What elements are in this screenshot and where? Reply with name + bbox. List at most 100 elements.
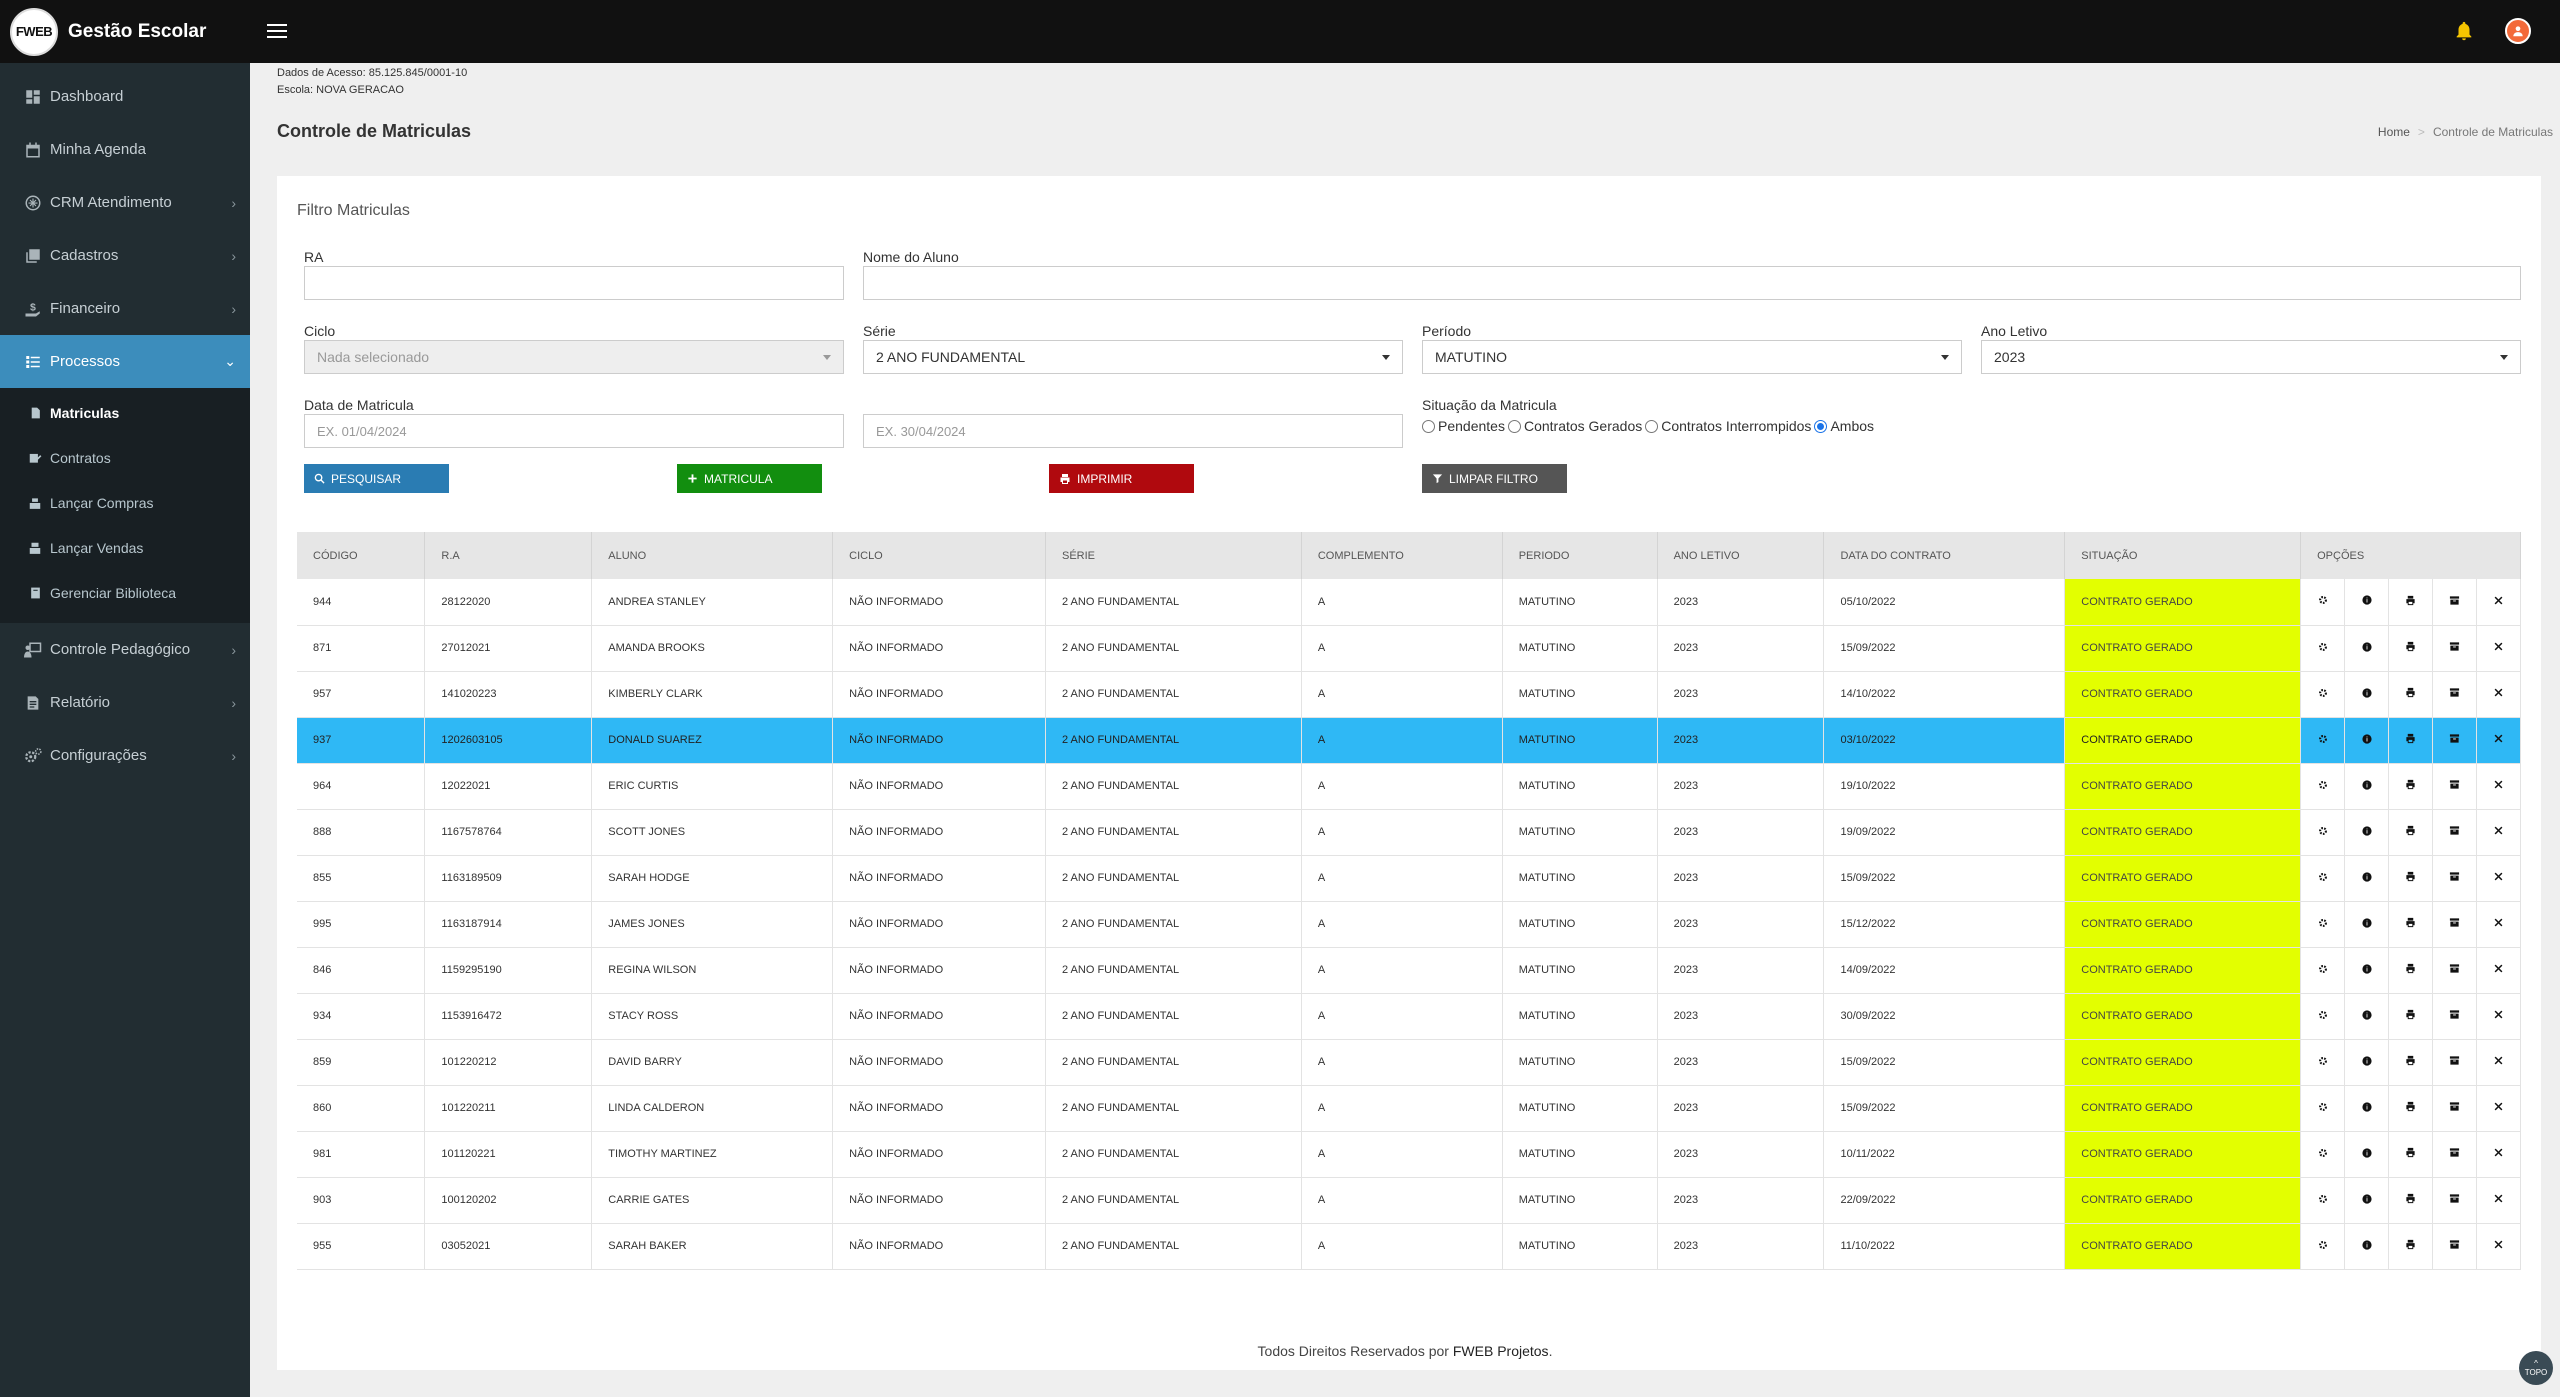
gear-action-button[interactable] — [2300, 809, 2346, 856]
column-header[interactable]: COMPLEMENTO — [1301, 532, 1503, 579]
archive-action-button[interactable] — [2432, 1223, 2477, 1270]
submenu-item-contratos[interactable]: Contratos — [0, 435, 250, 480]
print-action-button[interactable] — [2388, 1223, 2433, 1270]
data-inicio-input[interactable]: EX. 01/04/2024 — [304, 414, 844, 448]
column-header[interactable]: SÉRIE — [1045, 532, 1302, 579]
nome-aluno-input[interactable] — [863, 266, 2521, 300]
delete-action-button[interactable] — [2476, 1131, 2522, 1178]
info-action-button[interactable] — [2344, 855, 2390, 902]
radio-button[interactable] — [1814, 419, 1828, 433]
column-header[interactable]: DATA DO CONTRATO — [1823, 532, 2066, 579]
info-action-button[interactable] — [2344, 1085, 2390, 1132]
delete-action-button[interactable] — [2476, 671, 2522, 718]
submenu-item-lancar-vendas[interactable]: Lançar Vendas — [0, 525, 250, 570]
sidebar-item-controle-pedagogico[interactable]: Controle Pedagógico › — [0, 623, 250, 676]
info-action-button[interactable] — [2344, 1131, 2390, 1178]
print-action-button[interactable] — [2388, 579, 2433, 626]
column-header[interactable]: CICLO — [832, 532, 1046, 579]
situacao-radio-ambos[interactable]: Ambos — [1814, 418, 1874, 434]
sidebar-item-cadastros[interactable]: Cadastros › — [0, 229, 250, 282]
info-action-button[interactable] — [2344, 901, 2390, 948]
archive-action-button[interactable] — [2432, 1177, 2477, 1224]
info-action-button[interactable] — [2344, 671, 2390, 718]
delete-action-button[interactable] — [2476, 579, 2522, 626]
info-action-button[interactable] — [2344, 717, 2390, 764]
sidebar-item-configuracoes[interactable]: Configurações › — [0, 729, 250, 782]
table-row[interactable]: 860 101220211 LINDA CALDERON NÃO INFORMADO 2… — [297, 1085, 2522, 1132]
serie-select[interactable]: 2 ANO FUNDAMENTAL — [863, 340, 1403, 374]
table-row[interactable]: 871 27012021 AMANDA BROOKS NÃO INFORMADO 2 A… — [297, 625, 2522, 672]
print-action-button[interactable] — [2388, 625, 2433, 672]
breadcrumb-home[interactable]: Home — [2377, 125, 2410, 139]
gear-action-button[interactable] — [2300, 579, 2346, 626]
table-row[interactable]: 855 1163189509 SARAH HODGE NÃO INFORMADO 2 A… — [297, 855, 2522, 902]
gear-action-button[interactable] — [2300, 717, 2346, 764]
archive-action-button[interactable] — [2432, 855, 2477, 902]
column-header[interactable]: OPÇÕES — [2300, 532, 2521, 579]
delete-action-button[interactable] — [2476, 947, 2522, 994]
ano-letivo-select[interactable]: 2023 — [1981, 340, 2521, 374]
info-action-button[interactable] — [2344, 947, 2390, 994]
info-action-button[interactable] — [2344, 1039, 2390, 1086]
column-header[interactable]: SITUAÇÃO — [2064, 532, 2302, 579]
print-action-button[interactable] — [2388, 1039, 2433, 1086]
data-fim-input[interactable]: EX. 30/04/2024 — [863, 414, 1403, 448]
sidebar-item-processos[interactable]: Processos ⌄ — [0, 335, 250, 388]
table-row[interactable]: 995 1163187914 JAMES JONES NÃO INFORMADO 2 A… — [297, 901, 2522, 948]
delete-action-button[interactable] — [2476, 1223, 2522, 1270]
pesquisar-button[interactable]: PESQUISAR — [304, 464, 449, 493]
bell-icon[interactable] — [2453, 20, 2475, 47]
ciclo-select[interactable]: Nada selecionado — [304, 340, 844, 374]
situacao-radio-pendentes[interactable]: Pendentes — [1422, 418, 1505, 434]
imprimir-button[interactable]: IMPRIMIR — [1049, 464, 1194, 493]
print-action-button[interactable] — [2388, 1177, 2433, 1224]
delete-action-button[interactable] — [2476, 901, 2522, 948]
print-action-button[interactable] — [2388, 809, 2433, 856]
gear-action-button[interactable] — [2300, 1223, 2346, 1270]
print-action-button[interactable] — [2388, 671, 2433, 718]
delete-action-button[interactable] — [2476, 717, 2522, 764]
column-header[interactable]: R.A — [424, 532, 593, 579]
situacao-radio-contratos-interrompidos[interactable]: Contratos Interrompidos — [1645, 418, 1811, 434]
print-action-button[interactable] — [2388, 855, 2433, 902]
gear-action-button[interactable] — [2300, 947, 2346, 994]
print-action-button[interactable] — [2388, 993, 2433, 1040]
print-action-button[interactable] — [2388, 947, 2433, 994]
archive-action-button[interactable] — [2432, 717, 2477, 764]
archive-action-button[interactable] — [2432, 901, 2477, 948]
print-action-button[interactable] — [2388, 1131, 2433, 1178]
info-action-button[interactable] — [2344, 809, 2390, 856]
gear-action-button[interactable] — [2300, 855, 2346, 902]
archive-action-button[interactable] — [2432, 1039, 2477, 1086]
info-action-button[interactable] — [2344, 1223, 2390, 1270]
brand[interactable]: FWEB Gestão Escolar — [0, 0, 250, 63]
info-action-button[interactable] — [2344, 993, 2390, 1040]
delete-action-button[interactable] — [2476, 625, 2522, 672]
submenu-item-matriculas[interactable]: Matriculas — [0, 390, 250, 435]
table-row[interactable]: 903 100120202 CARRIE GATES NÃO INFORMADO 2 A… — [297, 1177, 2522, 1224]
delete-action-button[interactable] — [2476, 809, 2522, 856]
info-action-button[interactable] — [2344, 625, 2390, 672]
gear-action-button[interactable] — [2300, 1039, 2346, 1086]
limpar-filtro-button[interactable]: LIMPAR FILTRO — [1422, 464, 1567, 493]
periodo-select[interactable]: MATUTINO — [1422, 340, 1962, 374]
column-header[interactable]: ANO LETIVO — [1657, 532, 1825, 579]
sidebar-item-crm-atendimento[interactable]: CRM Atendimento › — [0, 176, 250, 229]
info-action-button[interactable] — [2344, 763, 2390, 810]
gear-action-button[interactable] — [2300, 1177, 2346, 1224]
info-action-button[interactable] — [2344, 1177, 2390, 1224]
ra-input[interactable] — [304, 266, 844, 300]
sidebar-item-financeiro[interactable]: $ Financeiro › — [0, 282, 250, 335]
archive-action-button[interactable] — [2432, 579, 2477, 626]
archive-action-button[interactable] — [2432, 625, 2477, 672]
delete-action-button[interactable] — [2476, 1039, 2522, 1086]
gear-action-button[interactable] — [2300, 993, 2346, 1040]
print-action-button[interactable] — [2388, 717, 2433, 764]
table-row[interactable]: 937 1202603105 DONALD SUAREZ NÃO INFORMADO 2… — [297, 717, 2522, 764]
table-row[interactable]: 846 1159295190 REGINA WILSON NÃO INFORMADO 2… — [297, 947, 2522, 994]
delete-action-button[interactable] — [2476, 763, 2522, 810]
archive-action-button[interactable] — [2432, 763, 2477, 810]
table-row[interactable]: 859 101220212 DAVID BARRY NÃO INFORMADO 2 AN… — [297, 1039, 2522, 1086]
radio-button[interactable] — [1422, 419, 1435, 433]
table-row[interactable]: 957 141020223 KIMBERLY CLARK NÃO INFORMADO 2… — [297, 671, 2522, 718]
